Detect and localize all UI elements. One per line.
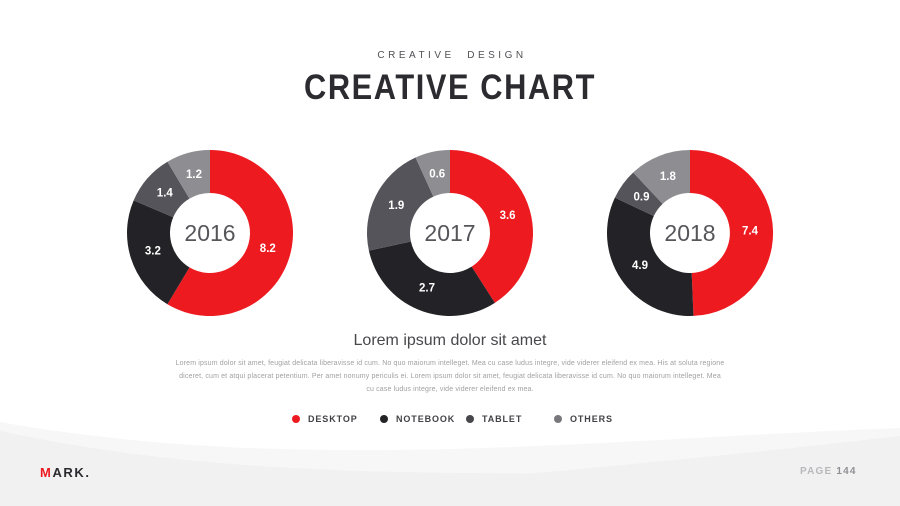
svg-text:0.6: 0.6 [429,168,445,180]
svg-text:1.4: 1.4 [157,188,174,200]
svg-text:1.2: 1.2 [186,169,202,181]
svg-text:8.2: 8.2 [260,243,276,255]
svg-text:2017: 2017 [424,220,475,246]
svg-text:7.4: 7.4 [742,226,759,238]
svg-text:2018: 2018 [664,220,715,246]
svg-text:3.2: 3.2 [145,246,161,258]
svg-text:4.9: 4.9 [632,260,648,272]
svg-text:1.9: 1.9 [388,200,404,212]
svg-text:1.8: 1.8 [660,171,677,183]
svg-text:2.7: 2.7 [419,282,435,294]
svg-text:3.6: 3.6 [500,210,516,222]
svg-text:2016: 2016 [184,220,235,246]
svg-text:0.9: 0.9 [634,192,650,204]
